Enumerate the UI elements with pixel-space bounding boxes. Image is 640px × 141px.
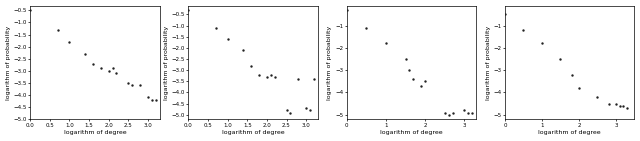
X-axis label: logarithm of degree: logarithm of degree [63,130,126,136]
Point [593,96,603,98]
Point [123,82,133,84]
Point [262,76,272,78]
Point [467,111,477,114]
Point [447,111,458,114]
Point [135,84,145,86]
Point [500,13,510,16]
Point [246,65,257,67]
Point [460,109,470,111]
Point [618,105,628,107]
Point [104,70,114,72]
Point [556,58,566,60]
Point [254,73,264,76]
Point [238,49,248,51]
Y-axis label: logarithm of probability: logarithm of probability [164,25,169,100]
Point [463,111,474,114]
Point [301,107,311,109]
Point [150,99,161,101]
Point [211,27,221,29]
Point [342,9,352,11]
Point [381,42,391,45]
Point [404,69,415,71]
Point [183,9,193,11]
Point [614,105,625,107]
Point [143,96,153,99]
Point [305,109,315,111]
Point [622,107,632,109]
Point [25,9,35,12]
Point [80,53,90,55]
Point [147,99,157,101]
Point [64,41,74,43]
Point [537,42,547,45]
Point [416,85,426,87]
Point [444,114,454,116]
Point [566,73,577,76]
Point [285,111,296,114]
Point [127,84,138,86]
Point [111,72,122,74]
Point [88,62,98,65]
Y-axis label: logarithm of probability: logarithm of probability [327,25,332,100]
Point [52,29,63,31]
X-axis label: logarithm of degree: logarithm of degree [222,130,285,136]
Point [574,87,584,89]
Point [266,73,276,76]
Point [604,103,614,105]
Point [611,103,621,105]
Point [361,27,371,29]
Y-axis label: logarithm of probability: logarithm of probability [486,25,491,100]
Point [108,67,118,70]
Point [408,78,419,80]
Point [293,78,303,80]
Point [282,109,292,111]
Point [269,76,280,78]
Point [518,29,529,31]
Point [440,111,450,114]
Point [309,78,319,80]
Point [401,58,411,60]
X-axis label: logarithm of degree: logarithm of degree [538,130,601,136]
Point [223,38,233,40]
X-axis label: logarithm of degree: logarithm of degree [380,130,443,136]
Point [96,67,106,70]
Y-axis label: logarithm of probability: logarithm of probability [6,25,10,100]
Point [420,80,430,82]
